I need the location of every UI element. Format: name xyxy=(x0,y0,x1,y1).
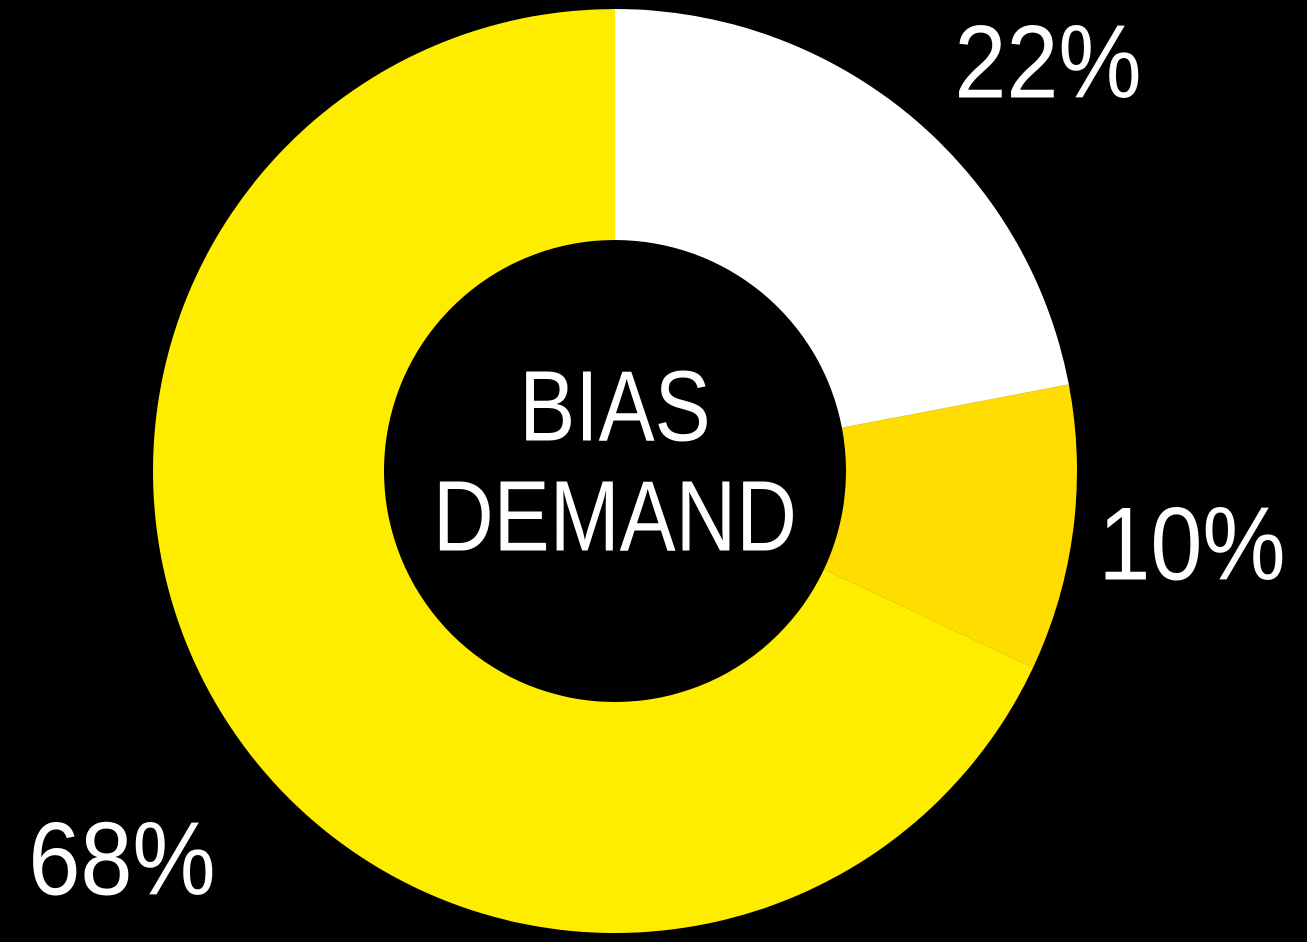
slice-label: 22% xyxy=(954,3,1141,120)
donut-slice xyxy=(615,9,1069,428)
center-label: DEMAND xyxy=(433,459,797,572)
donut-slice xyxy=(153,8,1034,933)
slice-label: 68% xyxy=(28,800,215,917)
center-label: BIAS xyxy=(519,349,710,462)
donut-slice xyxy=(824,384,1077,668)
slice-label: 10% xyxy=(1098,485,1285,602)
